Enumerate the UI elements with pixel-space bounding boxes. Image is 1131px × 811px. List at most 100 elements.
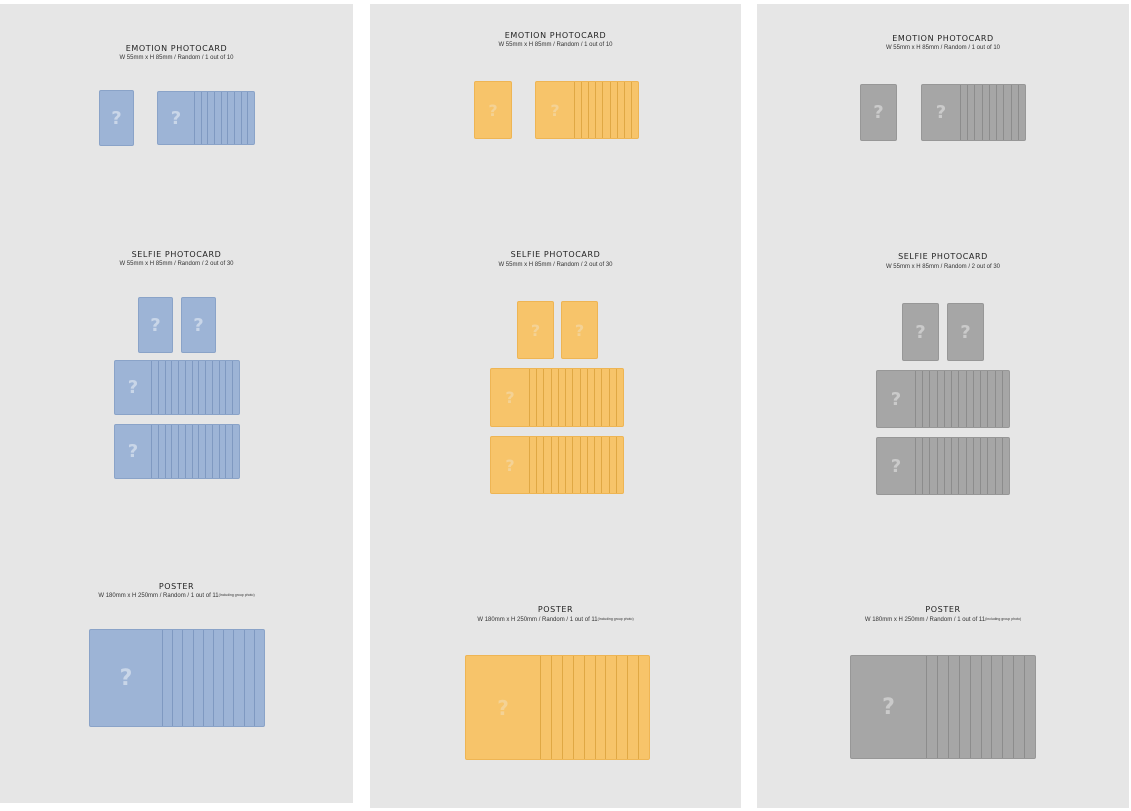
card-edge [213,630,214,726]
selfie-card-2: ? [181,297,216,353]
selfie-spec: W 55mm x H 85mm / Random / 2 out of 30 [119,261,234,267]
card-edge [965,438,967,494]
card-edge [915,371,916,427]
card-edge [936,371,938,427]
card-edge [1010,85,1012,140]
card-edge [529,369,530,426]
card-edge [616,82,618,138]
card-edge [207,92,209,144]
card-edge [164,425,166,478]
card-edge [218,425,220,478]
card-edge [1001,438,1003,494]
card-edge [223,630,225,726]
card-edge [987,438,989,494]
card-edge [191,425,193,478]
card-edge [243,630,245,726]
card-edge [595,82,597,138]
card-edge [198,361,200,414]
card-edge [191,361,193,414]
question-mark-icon: ? [530,320,541,340]
question-mark-icon: ? [127,441,139,462]
card-edge [981,85,983,140]
card-edge [996,85,998,140]
card-edge [178,425,180,478]
poster-title: POSTER [925,605,961,614]
selfie-title: SELFIE PHOTOCARD [131,250,222,259]
card-edge [943,438,945,494]
selfie-spec: W 55mm x H 85mm / Random / 2 out of 30 [498,262,613,268]
card-edge [565,437,567,493]
poster-spec-text: W 180mm x H 250mm / Random / 1 out of 11 [477,617,598,623]
card-edge [608,369,610,426]
card-edge [615,369,617,426]
card-edge [550,656,552,759]
card-edge [958,438,960,494]
card-edge [601,437,603,493]
question-mark-icon: ? [170,107,182,129]
card-edge [151,425,152,478]
card-edge [594,437,596,493]
card-edge [178,361,180,414]
card-edge [965,371,967,427]
selfie-card-2: ? [561,301,598,359]
card-edge [561,656,563,759]
card-edge [220,92,222,144]
question-mark-icon: ? [497,695,509,720]
card-edge [583,656,585,759]
card-edge [227,92,229,144]
card-edge [233,630,235,726]
selfie-card-stack-1: ? [114,360,240,415]
card-edge [572,656,574,759]
panel-gray: EMOTION PHOTOCARD W 55mm x H 85mm / Rand… [757,4,1129,808]
card-edge [951,371,953,427]
card-edge [615,437,617,493]
card-edge [915,438,916,494]
card-edge [947,656,949,758]
card-edge [987,371,989,427]
card-edge [557,369,559,426]
selfie-card-stack-1: ? [876,370,1010,428]
question-mark-icon: ? [915,321,926,343]
poster-spec-note: (Including group photo) [985,617,1022,621]
selfie-card-stack-2: ? [114,424,240,479]
card-edge [225,361,227,414]
panel-blue: EMOTION PHOTOCARD W 55mm x H 85mm / Rand… [0,4,353,803]
card-edge [960,85,961,140]
card-edge [967,85,969,140]
card-edge [588,82,590,138]
card-edge [157,361,159,414]
card-edge [1002,656,1004,758]
card-edge [171,361,173,414]
question-mark-icon: ? [505,455,515,475]
card-edge [608,437,610,493]
card-edge [543,369,545,426]
card-edge [529,437,530,493]
card-edge [922,371,924,427]
card-edge [557,437,559,493]
question-mark-icon: ? [873,102,884,123]
card-edge [994,438,996,494]
card-edge [184,425,186,478]
emotion-title: EMOTION PHOTOCARD [504,31,607,40]
card-edge [1024,656,1026,758]
panel-yellow: EMOTION PHOTOCARD W 55mm x H 85mm / Rand… [370,4,741,808]
card-edge [605,656,607,759]
question-mark-icon: ? [960,321,971,343]
card-edge [991,656,993,758]
card-edge [202,630,204,726]
poster-spec-note: (Including group photo) [597,617,634,621]
emotion-spec: W 55mm x H 85mm / Random / 1 out of 10 [885,45,1001,51]
question-mark-icon: ? [505,388,515,407]
card-edge [194,92,195,144]
card-edge [1001,371,1003,427]
card-edge [171,425,173,478]
card-edge [994,371,996,427]
card-edge [214,92,215,144]
card-edge [182,630,184,726]
card-edge [162,630,163,726]
card-edge [972,371,974,427]
card-edge [586,369,588,426]
card-edge [247,92,249,144]
poster-stack: ? [850,655,1036,759]
card-edge [929,371,931,427]
